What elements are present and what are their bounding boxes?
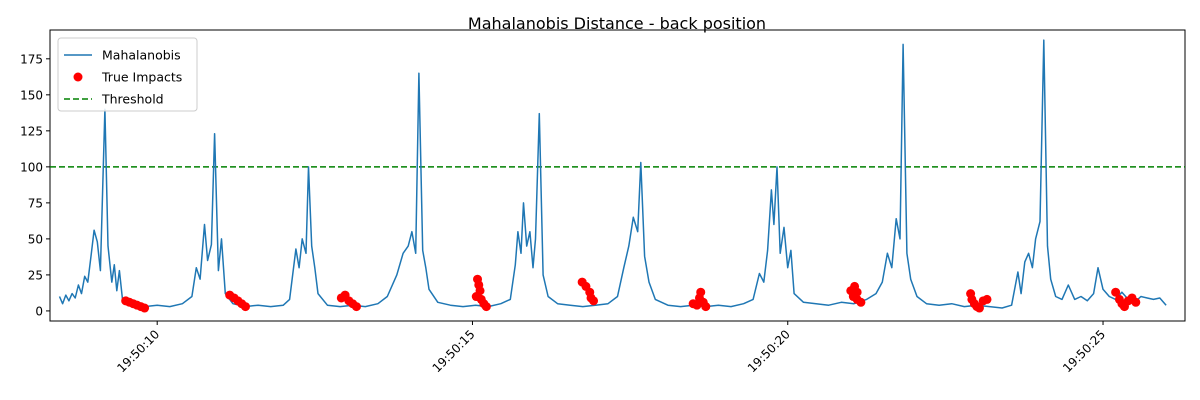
x-tick-label: 19:50:25 (1060, 327, 1108, 375)
chart-title: Mahalanobis Distance - back position (468, 14, 766, 33)
legend-box (57, 37, 198, 112)
y-tick-label: 150 (20, 88, 43, 102)
y-tick-label: 75 (28, 196, 43, 210)
legend-swatch-marker (73, 72, 83, 82)
true-impact-point (589, 296, 599, 306)
y-tick-label: 125 (20, 124, 43, 138)
true-impact-point (696, 287, 706, 297)
x-tick-label: 19:50:15 (430, 327, 478, 375)
mahalanobis-series-line (58, 39, 1167, 309)
legend: Mahalanobis True Impacts Threshold (57, 37, 198, 112)
true-impact-point (140, 303, 150, 313)
plot-frame (49, 29, 1186, 322)
true-impact-point (1111, 287, 1121, 297)
y-tick-label: 25 (28, 268, 43, 282)
true-impact-point (1131, 297, 1141, 307)
true-impact-point (351, 302, 361, 312)
x-tick-label: 19:50:10 (114, 327, 162, 375)
legend-label: Threshold (101, 92, 164, 107)
y-tick-label: 0 (35, 304, 43, 318)
true-impact-point (982, 294, 992, 304)
x-tick-label: 19:50:20 (745, 327, 793, 375)
x-axis: 19:50:10 19:50:15 19:50:20 19:50:25 (114, 321, 1108, 375)
true-impact-point (974, 303, 984, 313)
legend-label: Mahalanobis (102, 48, 181, 63)
legend-label: True Impacts (101, 70, 182, 85)
true-impact-point (240, 302, 250, 312)
y-axis: 0 25 50 75 100 125 150 175 (20, 52, 50, 318)
chart-marks (50, 39, 1185, 313)
y-tick-label: 175 (20, 52, 43, 66)
true-impact-point (856, 297, 866, 307)
y-tick-label: 50 (28, 232, 43, 246)
true-impact-point (481, 302, 491, 312)
y-tick-label: 100 (20, 160, 43, 174)
true-impact-point (701, 302, 711, 312)
